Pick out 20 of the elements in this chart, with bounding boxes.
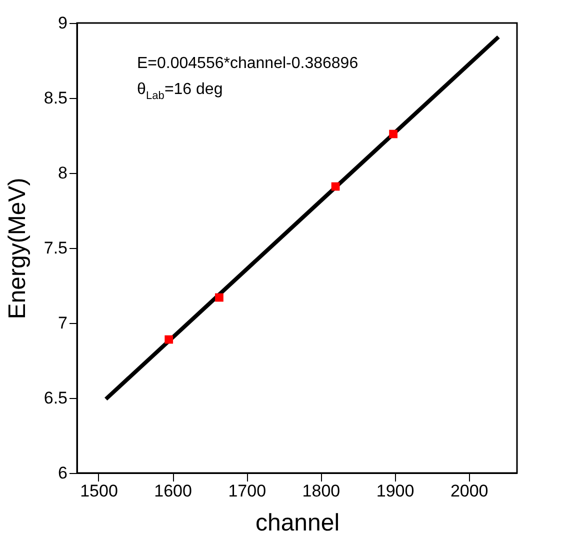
y-tick-label: 9 [58,14,68,32]
y-tick-label: 6 [58,464,68,482]
x-tick-label: 1800 [302,482,340,500]
y-tick-label: 7.5 [44,238,68,258]
point [389,130,398,138]
x-tick-label: 2000 [450,482,488,500]
y-tick-label: 6.5 [44,388,68,408]
x-tick-label: 1500 [80,482,118,500]
point [215,293,224,302]
y-axis-title: Energy(MeV) [4,178,31,320]
x-axis-title: channel [255,510,340,536]
point [331,182,340,191]
annotation: E=0.004556*channel-0.386896 [137,55,358,72]
y-tick-label: 8 [58,164,68,182]
x-tick-label: 1600 [154,482,192,500]
y-tick-label: 7 [58,314,68,332]
point [164,335,174,344]
x-tick-label: 1900 [376,482,414,500]
y-tick-label: 8.5 [44,88,68,108]
x-tick-label: 1700 [228,482,266,500]
